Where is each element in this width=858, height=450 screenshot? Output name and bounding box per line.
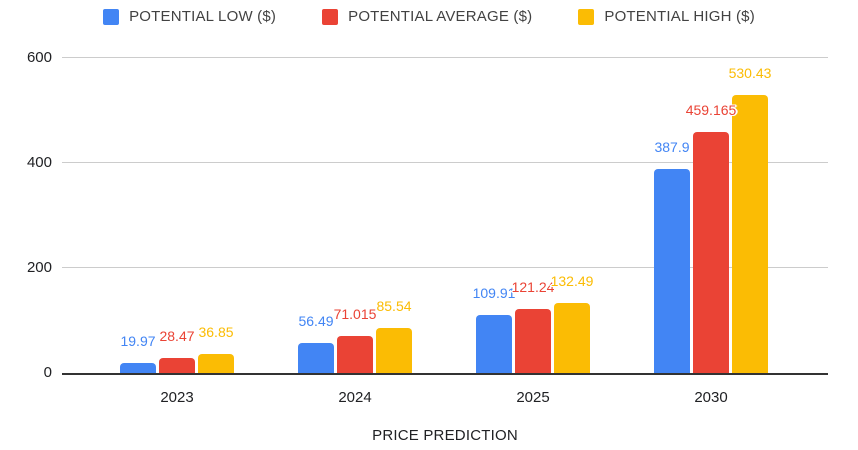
x-axis-tick-label: 2023 [160, 389, 194, 406]
bar-group-2025 [476, 58, 590, 373]
bar-2030-series-0[interactable] [654, 169, 690, 373]
bar-2024-series-1[interactable] [337, 335, 373, 373]
y-axis-tick-label: 400 [26, 154, 52, 171]
legend-item-2[interactable]: POTENTIAL HIGH ($) [578, 8, 755, 25]
legend-label: POTENTIAL AVERAGE ($) [348, 8, 533, 25]
gridline [62, 162, 828, 163]
gridline [62, 267, 828, 268]
bar-group-2030 [654, 58, 768, 373]
legend-label: POTENTIAL HIGH ($) [604, 8, 755, 25]
bar-2023-series-1[interactable] [159, 358, 195, 373]
bar-group-2024 [298, 58, 412, 373]
plot-area: 19.97 28.47 36.85 56.49 71.015 85.54 109.91 121… [62, 57, 828, 375]
bar-2030-series-1[interactable] [693, 131, 729, 373]
y-axis-tick-label: 600 [26, 49, 52, 66]
legend-item-0[interactable]: POTENTIAL LOW ($) [103, 8, 276, 25]
gridline [62, 57, 828, 58]
y-axis-tick-label: 200 [26, 259, 52, 276]
chart-legend: POTENTIAL LOW ($) POTENTIAL AVERAGE ($) PO… [0, 8, 858, 25]
x-axis-tick-label: 2025 [516, 389, 550, 406]
legend-item-1[interactable]: POTENTIAL AVERAGE ($) [322, 8, 532, 25]
legend-swatch-icon [578, 8, 595, 25]
x-axis-title: PRICE PREDICTION [372, 427, 518, 444]
bar-2025-series-0[interactable] [476, 315, 512, 373]
bar-2025-series-1[interactable] [515, 309, 551, 373]
legend-swatch-icon [322, 8, 339, 25]
bar-2023-series-0[interactable] [120, 362, 156, 373]
bar-2030-series-2[interactable] [732, 94, 768, 373]
legend-label: POTENTIAL LOW ($) [129, 8, 277, 25]
bar-2024-series-2[interactable] [376, 328, 412, 373]
bar-group-2023 [120, 58, 234, 373]
x-axis-tick-label: 2030 [694, 389, 728, 406]
x-axis-tick-label: 2024 [338, 389, 372, 406]
bar-2024-series-0[interactable] [298, 343, 334, 373]
bar-2025-series-2[interactable] [554, 303, 590, 373]
bar-2023-series-2[interactable] [198, 353, 234, 373]
legend-swatch-icon [103, 8, 120, 25]
y-axis-tick-label: 0 [43, 364, 52, 381]
